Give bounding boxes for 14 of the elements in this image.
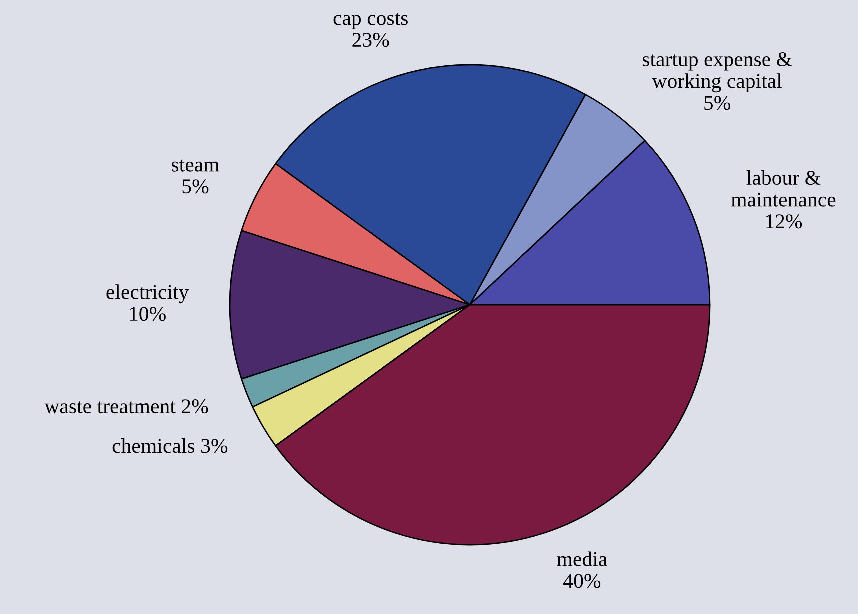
slice-label: electricity bbox=[106, 284, 190, 304]
slice-label: labour & maintenance bbox=[732, 170, 836, 207]
data-label: 5% bbox=[182, 180, 209, 194]
data-label: 5% bbox=[704, 96, 730, 110]
data-label: 10% bbox=[130, 307, 166, 322]
slice-label: steam bbox=[172, 160, 220, 172]
data-label: 40% bbox=[564, 574, 601, 588]
data-label: 12% bbox=[766, 214, 802, 229]
slice-label: waste treatment 2% bbox=[44, 400, 208, 414]
slice-label: chemicals 3% bbox=[112, 438, 228, 454]
data-label: 23% bbox=[352, 33, 390, 48]
slice-label: media bbox=[557, 552, 608, 566]
slice-label: startup expense & working capital bbox=[642, 52, 792, 93]
slice-label: cap costs bbox=[334, 13, 408, 30]
